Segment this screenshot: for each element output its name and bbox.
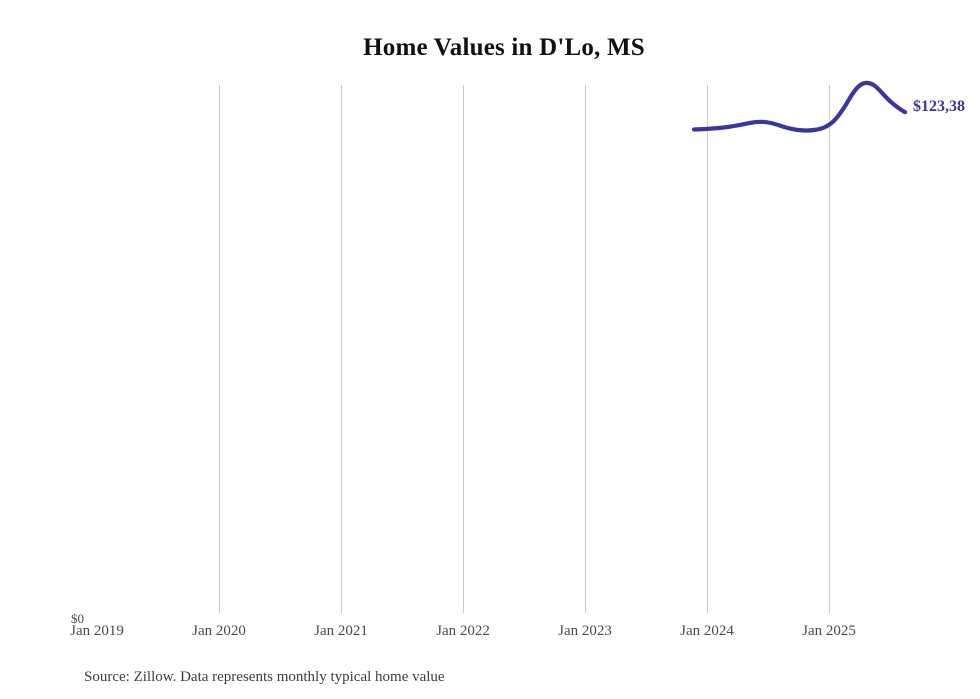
series-typical-home-value [691,80,908,133]
xtick-jan-2019: Jan 2019 [70,623,124,639]
xtick-jan-2020: Jan 2020 [192,623,246,639]
chart-title: Home Values in D'Lo, MS [363,34,645,61]
xtick-jan-2025: Jan 2025 [802,623,856,639]
xtick-jan-2023: Jan 2023 [558,623,612,639]
gridlines-vertical [219,85,830,613]
ytick-zero: $0 [71,611,84,626]
xtick-jan-2024: Jan 2024 [680,623,734,639]
xtick-jan-2021: Jan 2021 [314,623,368,639]
xtick-jan-2022: Jan 2022 [436,623,490,639]
source-note: Source: Zillow. Data represents monthly … [84,669,445,685]
series-end-value-label: $123,38 [913,98,965,115]
series-line-path [691,80,908,133]
